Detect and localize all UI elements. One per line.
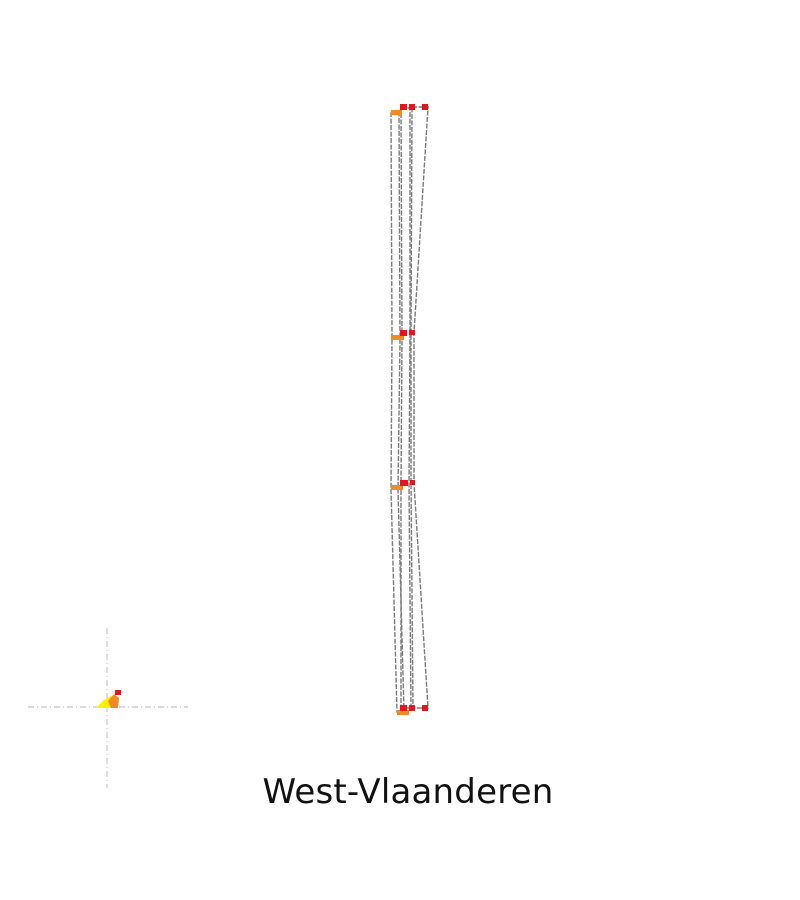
marker-red (400, 104, 407, 110)
marker-orange (391, 335, 404, 340)
marker-orange (397, 710, 409, 715)
region-outlines (390, 106, 429, 713)
marker-red (400, 705, 407, 711)
marker-red (400, 330, 407, 336)
marker-red (409, 104, 415, 110)
marker-orange (391, 485, 403, 490)
region-title: West-Vlaanderen (262, 772, 554, 812)
marker-red (410, 480, 415, 485)
region-outline-east (410, 106, 429, 709)
locator-region-orange (108, 694, 119, 708)
marker-red (409, 330, 415, 335)
locator-region-red (115, 690, 121, 695)
district-markers (391, 104, 428, 715)
marker-red (400, 480, 408, 486)
region-outline-center (400, 107, 412, 709)
locator-inset (28, 628, 188, 788)
marker-red (422, 705, 428, 711)
marker-orange (391, 110, 402, 115)
marker-red (422, 104, 428, 110)
marker-red (409, 705, 415, 711)
